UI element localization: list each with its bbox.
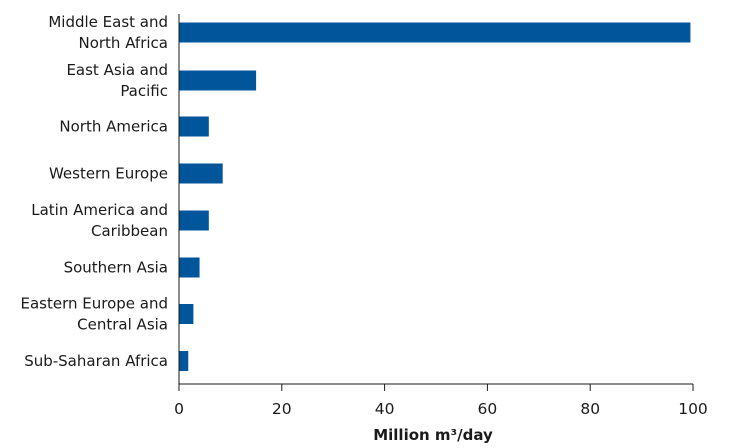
x-tick-label: 60 bbox=[478, 400, 498, 418]
category-label: Eastern Europe and Central Asia bbox=[20, 295, 168, 334]
bar bbox=[179, 163, 223, 184]
bar bbox=[179, 70, 257, 91]
category-labels: Middle East and North Africa East Asia and… bbox=[20, 13, 168, 370]
x-tick-label: 20 bbox=[272, 400, 292, 418]
category-label: North America bbox=[59, 118, 168, 136]
x-ticks: 0 20 40 60 80 100 bbox=[174, 384, 708, 418]
category-label: Middle East and North Africa bbox=[48, 13, 168, 52]
bar bbox=[179, 22, 691, 43]
category-label: Western Europe bbox=[49, 165, 168, 183]
bar bbox=[179, 116, 209, 137]
bar bbox=[179, 304, 194, 324]
x-axis-title: Million m³/day bbox=[373, 426, 493, 444]
category-label: East Asia and Pacific bbox=[66, 61, 168, 100]
bar bbox=[179, 210, 209, 231]
category-label: Sub-Saharan Africa bbox=[24, 352, 168, 370]
x-tick-label: 100 bbox=[678, 400, 708, 418]
bars bbox=[179, 22, 691, 371]
bar bbox=[179, 257, 200, 278]
category-label: Latin America and Caribbean bbox=[31, 201, 168, 240]
x-tick-label: 80 bbox=[580, 400, 600, 418]
x-tick-label: 40 bbox=[375, 400, 395, 418]
bar bbox=[179, 351, 189, 371]
x-tick-label: 0 bbox=[174, 400, 184, 418]
category-label: Southern Asia bbox=[64, 259, 168, 277]
